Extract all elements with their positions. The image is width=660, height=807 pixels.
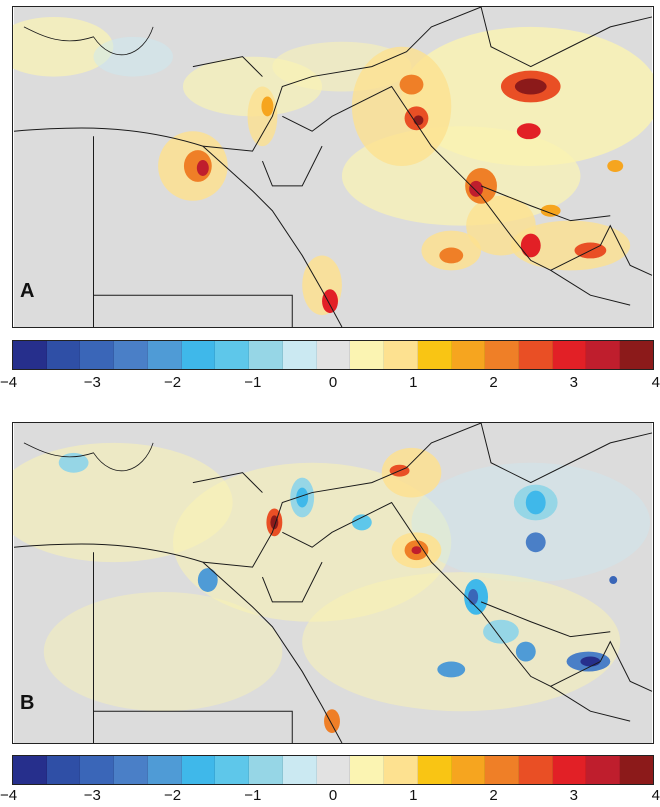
colorbar-tick-label: −1 (244, 374, 262, 391)
colorbar-swatch (384, 341, 418, 369)
colorbar-swatch (282, 756, 317, 784)
colorbar-a-ticks: −4 −3 −2 −1 0 1 2 3 4 (0, 374, 660, 398)
colorbar-b-ticks: −4 −3 −2 −1 0 1 2 3 4 (0, 787, 660, 807)
colorbar-swatch (316, 756, 351, 784)
colorbar-swatch (80, 756, 115, 784)
colorbar-swatch (384, 756, 418, 784)
colorbar-swatch (249, 756, 283, 784)
colorbar-swatch (552, 341, 587, 369)
borders-b (13, 423, 653, 743)
panel-label-a: A (20, 280, 35, 302)
colorbar-tick-label: −2 (163, 374, 182, 391)
colorbar-swatch (451, 756, 486, 784)
colorbar-tick-label: 1 (409, 374, 418, 391)
colorbar-tick-label: −4 (0, 787, 18, 804)
colorbar-swatch (316, 341, 351, 369)
colorbar-swatch (485, 341, 520, 369)
colorbar-swatch (485, 756, 520, 784)
map-a-svg (13, 7, 653, 327)
colorbar-tick-label: −3 (83, 787, 101, 804)
colorbar-swatch (46, 341, 81, 369)
map-b-svg (13, 423, 653, 743)
colorbar-tick-label: 3 (569, 787, 578, 804)
colorbar-swatch (147, 341, 182, 369)
colorbar-swatch (519, 756, 553, 784)
map-panel-a (12, 6, 654, 328)
colorbar-swatch (249, 341, 283, 369)
colorbar-swatch (80, 341, 115, 369)
colorbar-swatch (620, 756, 653, 784)
colorbar-tick-label: −2 (163, 787, 182, 804)
colorbar-tick-label: 3 (569, 374, 578, 391)
colorbar-swatch (519, 341, 553, 369)
colorbar-swatch (181, 756, 216, 784)
colorbar-swatch (417, 756, 452, 784)
colorbar-swatch (114, 756, 148, 784)
colorbar-swatch (13, 341, 47, 369)
colorbar-tick-label: 2 (489, 374, 498, 391)
colorbar-swatch (114, 341, 148, 369)
colorbar-swatch (620, 341, 653, 369)
colorbar-tick-label: 1 (409, 787, 418, 804)
colorbar-swatch (46, 756, 81, 784)
colorbar-tick-label: 0 (328, 787, 338, 804)
colorbar-swatch (417, 341, 452, 369)
colorbar-swatch (215, 341, 250, 369)
colorbar-swatch (181, 341, 216, 369)
map-panel-b (12, 422, 654, 744)
colorbar-tick-label: −1 (244, 787, 262, 804)
colorbar-swatch (147, 756, 182, 784)
colorbar-swatch (350, 756, 385, 784)
colorbar-swatch (350, 341, 385, 369)
colorbar-swatch (451, 341, 486, 369)
colorbar-swatch (586, 756, 621, 784)
colorbar-swatch (282, 341, 317, 369)
colorbar-tick-label: 4 (651, 787, 660, 804)
borders-a (13, 7, 653, 327)
colorbar-swatch (13, 756, 47, 784)
colorbar-tick-label: −4 (0, 374, 18, 391)
colorbar-tick-label: −3 (83, 374, 101, 391)
colorbar-tick-label: 2 (489, 787, 498, 804)
colorbar-b (12, 755, 654, 785)
anomaly-layer-b (13, 442, 651, 734)
colorbar-tick-label: 0 (328, 374, 338, 391)
colorbar-swatch (552, 756, 587, 784)
colorbar-swatch (586, 341, 621, 369)
colorbar-a (12, 340, 654, 370)
panel-label-b: B (20, 692, 35, 714)
colorbar-tick-label: 4 (651, 374, 660, 391)
colorbar-swatch (215, 756, 250, 784)
